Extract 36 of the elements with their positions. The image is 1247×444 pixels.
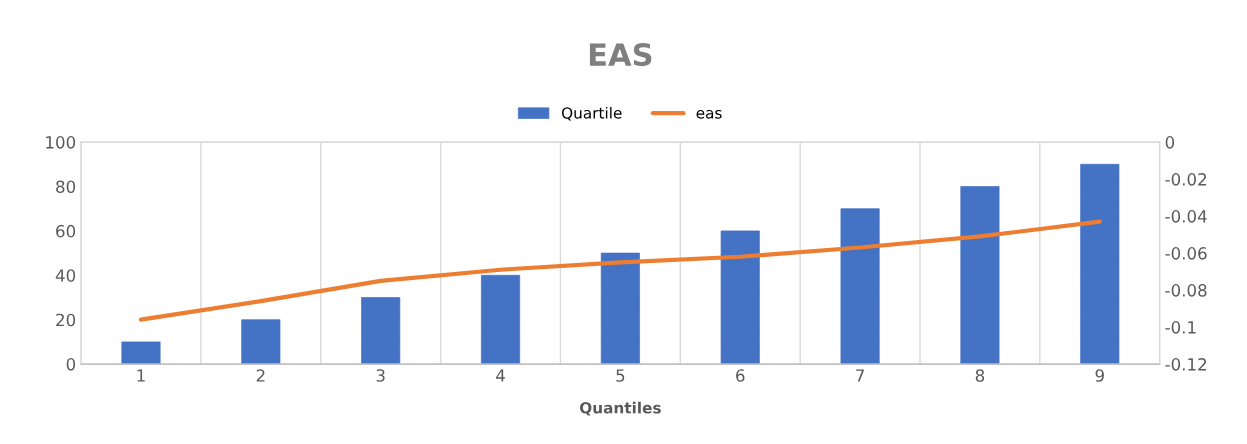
y2-tick-label: -0.06	[1165, 247, 1207, 260]
y2-tick-label: -0.08	[1165, 284, 1207, 297]
x-tick-label: 9	[1095, 369, 1104, 382]
legend-label: eas	[696, 109, 722, 119]
bar	[600, 252, 640, 365]
line-series	[138, 219, 1102, 322]
y2-tick-label: -0.1	[1165, 321, 1196, 334]
y2-tick-label: 0	[1165, 136, 1175, 149]
y-tick-label: 20	[56, 313, 76, 327]
y-tick-label: 100	[46, 136, 76, 149]
x-tick-label: 2	[256, 369, 265, 382]
bar	[720, 230, 760, 365]
x-tick-label: 8	[975, 369, 985, 382]
legend-label: Quartile	[561, 106, 622, 121]
bar	[960, 186, 1000, 365]
chart-title: EAS	[589, 43, 652, 67]
bar	[1080, 163, 1120, 365]
bar	[361, 297, 401, 365]
bar	[121, 341, 161, 365]
x-tick-label: 4	[496, 369, 505, 382]
bar	[241, 319, 281, 365]
x-tick-label: 6	[736, 369, 745, 382]
bar	[840, 208, 880, 365]
y-tick-label: 80	[56, 180, 76, 194]
y-tick-label: 60	[56, 224, 76, 238]
x-tick-label: 1	[137, 369, 145, 382]
x-tick-label: 7	[856, 369, 864, 382]
x-axis-title: Quantiles	[580, 401, 661, 416]
x-tick-label: 3	[376, 369, 385, 382]
y2-tick-label: -0.12	[1165, 358, 1207, 371]
y-tick-label: 0	[66, 358, 76, 371]
bar	[481, 274, 521, 365]
y-tick-label: 40	[55, 269, 76, 282]
y2-tick-label: -0.02	[1165, 173, 1207, 186]
y2-tick-label: -0.04	[1165, 210, 1207, 223]
x-tick-label: 5	[616, 369, 625, 382]
